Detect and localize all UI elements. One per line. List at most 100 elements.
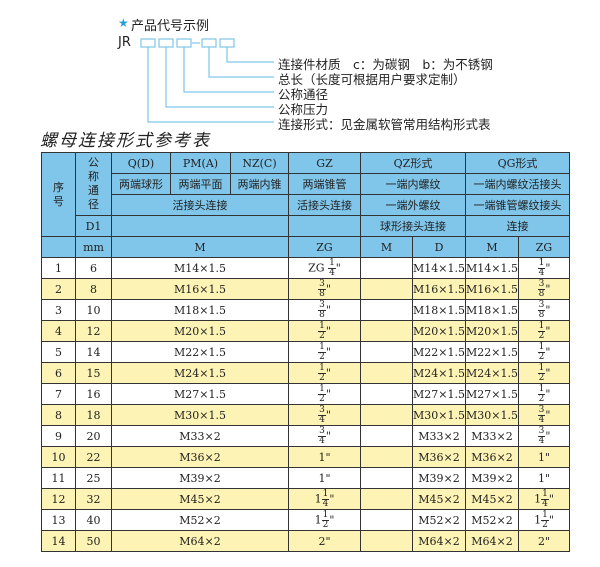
header-q2: 两端球形 [111, 173, 171, 195]
header-d1: D1 [75, 215, 112, 237]
header-qz4: 球形接头连接 [360, 215, 466, 237]
label-material: 连接件材质 c：为碳钢 b：为不锈钢 [278, 57, 493, 72]
header-qz: QZ形式 [360, 152, 466, 174]
table-row: 5 14 M22×1.5 1 2 " M22×1.5 M22×1.5 1 2 " [41, 341, 570, 363]
cell-qg-zg: 3 4 " [517, 404, 570, 426]
cell-no: 11 [41, 467, 76, 489]
whole-part: 1 [318, 450, 326, 464]
cell-qg-m: M33×2 [465, 425, 519, 447]
cell-dn: 25 [75, 467, 112, 489]
cell-gz: 1 2 " [288, 383, 361, 405]
header-qg4: 连接 [465, 215, 570, 237]
cell-qz-m [360, 467, 413, 489]
cell-dn: 14 [75, 341, 112, 363]
table-row: 11 25 M39×2 1" M39×2 M39×2 1" [41, 467, 570, 489]
cell-dn: 16 [75, 383, 112, 405]
cell-m: M16×1.5 [111, 278, 289, 300]
cell-qg-zg: 1 2 " [517, 362, 570, 384]
whole-part: 1 [314, 513, 322, 526]
cell-qz-d: M33×2 [412, 425, 466, 447]
header-union: 活接头连接 [111, 194, 289, 216]
cell-qz-d: M64×2 [412, 530, 466, 552]
cell-dn: 8 [75, 278, 112, 300]
cell-qg-m: M22×1.5 [465, 341, 519, 363]
diagram-title: 产品代号示例 [131, 19, 210, 34]
cell-qg-zg: 1 1 4 " [517, 488, 570, 510]
label-connection: 连接形式：见金属软管常用结构形式表 [278, 117, 491, 132]
cell-qg-zg: 1 2 " [517, 341, 570, 363]
table-row: 8 18 M30×1.5 3 4 " M30×1.5 M30×1.5 3 4 " [41, 404, 570, 426]
cell-no: 8 [41, 404, 76, 426]
cell-qz-d: M16×1.5 [412, 278, 466, 300]
cell-dn: 22 [75, 446, 112, 468]
header-q: Q(D) [111, 152, 171, 174]
cell-m: M24×1.5 [111, 362, 289, 384]
cell-qz-m [360, 362, 413, 384]
cell-qg-zg: 3 4 " [517, 425, 570, 447]
cell-m: M64×2 [111, 530, 289, 552]
table-row: 13 40 M52×2 1 1 2 " M52×2 M52×2 1 1 2 " [41, 509, 570, 531]
header-pm: PM(A) [170, 152, 231, 174]
cell-qz-d: M14×1.5 [412, 257, 466, 279]
header-qz-m: M [360, 236, 413, 258]
whole-part: 1 [534, 492, 542, 505]
nut-connection-table: 序号 公称通径 Q(D) PM(A) NZ(C) GZ QZ形式 QG形式 两端… [41, 152, 570, 552]
cell-no: 7 [41, 383, 76, 405]
cell-gz: 1 1 2 " [288, 509, 361, 531]
cell-qg-m: M30×1.5 [465, 404, 519, 426]
thread-prefix: ZG [308, 261, 325, 274]
cell-qg-zg: 1 4 " [517, 257, 570, 279]
cell-qz-m [360, 425, 413, 447]
header-qz3: 一端外螺纹 [360, 194, 466, 216]
table-row: 10 22 M36×2 1" M36×2 M36×2 1" [41, 446, 570, 468]
cell-qg-m: M64×2 [465, 530, 519, 552]
cell-gz: 1 2 " [288, 320, 361, 342]
cell-m: M45×2 [111, 488, 289, 510]
cell-qg-m: M16×1.5 [465, 278, 519, 300]
cell-no: 13 [41, 509, 76, 531]
table-title: 螺母连接形式参考表 [40, 131, 211, 151]
header-nz2: 两端内锥 [230, 173, 289, 195]
cell-no: 9 [41, 425, 76, 447]
cell-qz-d: M27×1.5 [412, 383, 466, 405]
cell-qg-m: M39×2 [465, 467, 519, 489]
cell-qg-zg: 3 8 " [517, 299, 570, 321]
cell-qz-d: M22×1.5 [412, 341, 466, 363]
label-pressure: 公称压力 [278, 102, 329, 117]
cell-no: 2 [41, 278, 76, 300]
cell-no: 10 [41, 446, 76, 468]
cell-qg-m: M27×1.5 [465, 383, 519, 405]
cell-qz-m [360, 446, 413, 468]
cell-gz: 3 8 " [288, 299, 361, 321]
header-qz2: 一端内螺纹 [360, 173, 466, 195]
cell-no: 5 [41, 341, 76, 363]
cell-qg-zg: 3 8 " [517, 278, 570, 300]
header-nz: NZ(C) [230, 152, 289, 174]
cell-m: M27×1.5 [111, 383, 289, 405]
cell-qg-m: M36×2 [465, 446, 519, 468]
cell-dn: 12 [75, 320, 112, 342]
cell-qz-d: M24×1.5 [412, 362, 466, 384]
cell-m: M14×1.5 [111, 257, 289, 279]
cell-dn: 40 [75, 509, 112, 531]
cell-gz: ZG 1 4 " [288, 257, 361, 279]
cell-dn: 32 [75, 488, 112, 510]
cell-qz-m [360, 341, 413, 363]
cell-m: M30×1.5 [111, 404, 289, 426]
cell-no: 3 [41, 299, 76, 321]
cell-qz-d: M52×2 [412, 509, 466, 531]
cell-no: 6 [41, 362, 76, 384]
header-qg3: 一端锥管螺纹接头 [465, 194, 570, 216]
cell-gz: 1 2 " [288, 362, 361, 384]
cell-dn: 20 [75, 425, 112, 447]
table-row: 6 15 M24×1.5 1 2 " M24×1.5 M24×1.5 1 2 " [41, 362, 570, 384]
cell-qz-d: M30×1.5 [412, 404, 466, 426]
cell-gz: 1 2 " [288, 341, 361, 363]
